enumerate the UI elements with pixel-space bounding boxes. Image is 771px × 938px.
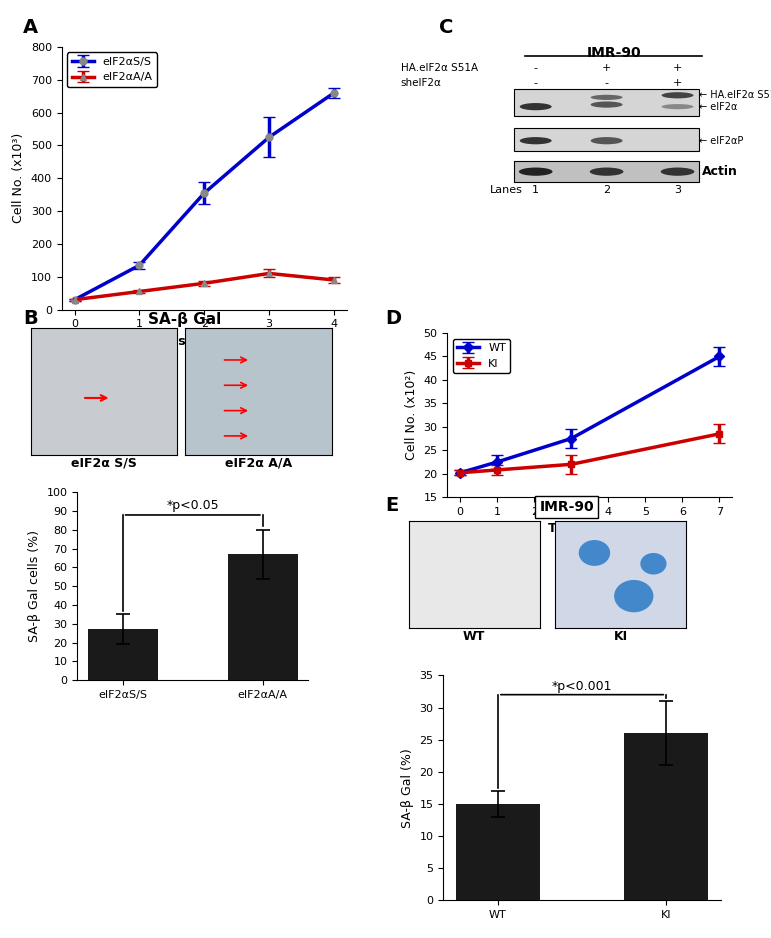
- Legend: WT, KI: WT, KI: [453, 339, 510, 373]
- Text: ← eIF2αP: ← eIF2αP: [699, 136, 743, 145]
- Y-axis label: Cell No. (x10²): Cell No. (x10²): [405, 370, 418, 461]
- X-axis label: Passage No.: Passage No.: [161, 335, 247, 348]
- Y-axis label: Cell No. (x10³): Cell No. (x10³): [12, 133, 25, 223]
- Text: -: -: [604, 78, 608, 88]
- Text: HA.eIF2α S51A: HA.eIF2α S51A: [401, 64, 478, 73]
- Ellipse shape: [590, 168, 624, 175]
- Bar: [88, 629, 158, 680]
- Text: D: D: [386, 309, 402, 327]
- Text: *p<0.05: *p<0.05: [167, 499, 219, 512]
- Ellipse shape: [520, 137, 552, 144]
- Text: SA-β Gal: SA-β Gal: [148, 311, 222, 326]
- X-axis label: Time (days): Time (days): [548, 522, 631, 536]
- Y-axis label: SA-β Gal (%): SA-β Gal (%): [401, 748, 414, 828]
- Text: *p<0.001: *p<0.001: [552, 680, 612, 693]
- Bar: [456, 804, 540, 900]
- Ellipse shape: [591, 137, 623, 144]
- Ellipse shape: [662, 92, 694, 98]
- Ellipse shape: [520, 103, 552, 111]
- Ellipse shape: [591, 101, 623, 108]
- Ellipse shape: [591, 95, 623, 100]
- Circle shape: [614, 580, 654, 613]
- Text: eIF2α S/S: eIF2α S/S: [71, 456, 137, 469]
- Y-axis label: SA-β Gal cells (%): SA-β Gal cells (%): [28, 530, 41, 643]
- Text: +: +: [673, 64, 682, 73]
- Ellipse shape: [662, 104, 694, 109]
- Ellipse shape: [661, 168, 695, 175]
- Text: IMR-90: IMR-90: [587, 46, 641, 60]
- Bar: [227, 554, 298, 680]
- Text: Actin: Actin: [702, 165, 739, 178]
- Ellipse shape: [519, 168, 553, 175]
- Text: IMR-90: IMR-90: [540, 500, 594, 514]
- Text: -: -: [534, 64, 537, 73]
- Text: B: B: [23, 309, 38, 327]
- Text: WT: WT: [463, 629, 486, 643]
- Text: 2: 2: [603, 185, 610, 195]
- Text: sheIF2α: sheIF2α: [401, 78, 442, 88]
- Text: A: A: [23, 18, 39, 37]
- Text: +: +: [673, 78, 682, 88]
- Text: 3: 3: [674, 185, 681, 195]
- Text: 1: 1: [532, 185, 539, 195]
- Text: -: -: [534, 78, 537, 88]
- Legend: eIF2αS/S, eIF2αA/A: eIF2αS/S, eIF2αA/A: [67, 53, 157, 87]
- Circle shape: [579, 540, 610, 566]
- Text: E: E: [386, 496, 399, 515]
- Bar: [514, 161, 699, 182]
- Text: KI: KI: [614, 629, 628, 643]
- Text: +: +: [602, 64, 611, 73]
- Text: Lanes: Lanes: [490, 185, 523, 195]
- Circle shape: [640, 553, 666, 574]
- Bar: [514, 89, 699, 116]
- Text: ← eIF2α: ← eIF2α: [699, 101, 737, 112]
- Text: C: C: [439, 18, 454, 37]
- Text: ← HA.eIF2α S51A: ← HA.eIF2α S51A: [699, 90, 771, 100]
- Text: eIF2α A/A: eIF2α A/A: [224, 456, 292, 469]
- Bar: [514, 129, 699, 151]
- Bar: [625, 734, 709, 900]
